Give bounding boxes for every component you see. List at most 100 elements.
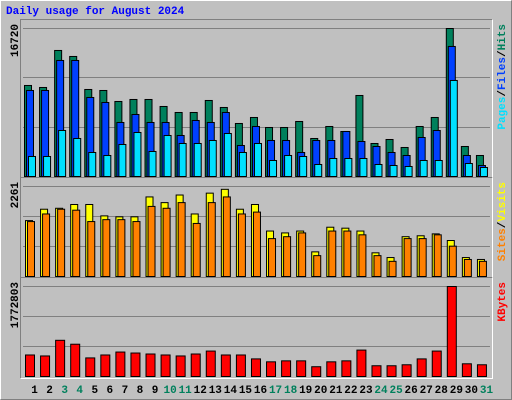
bar [311,366,322,378]
bar [299,155,308,177]
x-tick-label: 23 [359,385,373,397]
panel-shadow [20,19,493,179]
bar [374,163,383,178]
bar [343,230,352,277]
bar [403,238,412,278]
bar [130,352,141,377]
bar [284,154,293,178]
bar [58,129,67,178]
bar [449,79,458,177]
bar [388,260,397,277]
bar [177,202,186,277]
x-tick-label: 25 [389,385,403,397]
x-tick-label: 22 [344,385,357,397]
bar [223,132,232,178]
bar [238,151,247,178]
bar [404,165,413,177]
bar [43,155,52,177]
bar [373,255,382,277]
bar [416,358,427,377]
bar [178,142,187,178]
bar [313,255,322,277]
bar [190,353,201,378]
bar [401,364,412,377]
bar [28,155,36,177]
bar [269,159,278,177]
bar [132,221,141,278]
bar [73,137,82,177]
bar [25,354,35,378]
bar [448,245,457,277]
legend-separator: / [497,90,509,97]
bar [250,358,261,377]
x-tick-label: 13 [209,385,223,397]
bar [175,355,186,377]
bar [329,157,338,178]
y-tick-label: 2261 [10,182,22,209]
bar [57,208,66,277]
x-tick-label: 18 [284,385,298,397]
legend: Sites/Visits [497,182,509,261]
bar [85,357,96,378]
bar [446,286,457,377]
bar [268,238,277,278]
bar [434,159,443,177]
bar [479,166,488,178]
bar [328,230,337,277]
bar [72,209,81,277]
bar [283,236,292,278]
bar [208,139,217,178]
bar [253,142,262,178]
legend: KBytes [497,282,509,322]
bar [102,219,111,278]
legend: Pages/Files/Hits [497,24,509,130]
x-tick-label: 7 [122,385,129,397]
bar [147,205,156,277]
bar [418,238,427,278]
bar [205,350,216,378]
bar [296,360,307,378]
legend-entry: Visits [497,182,509,222]
bar [252,211,261,277]
bar [70,343,81,377]
x-tick-label: 6 [107,385,114,397]
x-tick-label: 21 [329,385,343,397]
x-tick-label: 2 [46,385,53,397]
x-tick-label: 5 [91,385,98,397]
bar [118,143,127,177]
bar [162,207,171,277]
bar [433,234,442,277]
bar [133,131,142,177]
bar [237,213,246,278]
x-tick-label: 8 [137,385,144,397]
bar [192,222,201,277]
bar [87,221,96,278]
x-tick-label: 30 [465,385,478,397]
bar [88,151,97,178]
x-tick-label: 10 [164,385,177,397]
bar [464,162,473,177]
x-tick-label: 27 [420,385,433,397]
bar [235,354,246,378]
x-tick-label: 1 [31,385,38,397]
x-tick-label: 17 [269,385,282,397]
legend-entry: Pages [497,97,509,130]
bar [163,134,172,177]
bar [115,351,126,377]
panel-light [20,277,493,379]
bar [463,258,472,277]
x-tick-label: 15 [239,385,253,397]
legend-entry: Files [497,57,509,90]
x-tick-label: 4 [76,385,83,397]
panel-shadow [20,177,493,279]
bar [461,363,472,378]
legend-entry: KBytes [497,282,509,322]
bar [193,142,202,178]
bar [42,213,51,278]
bar [356,349,367,377]
legend-separator: / [497,221,509,228]
bar [117,219,126,278]
x-tick-label: 20 [314,385,327,397]
bar [476,364,487,377]
